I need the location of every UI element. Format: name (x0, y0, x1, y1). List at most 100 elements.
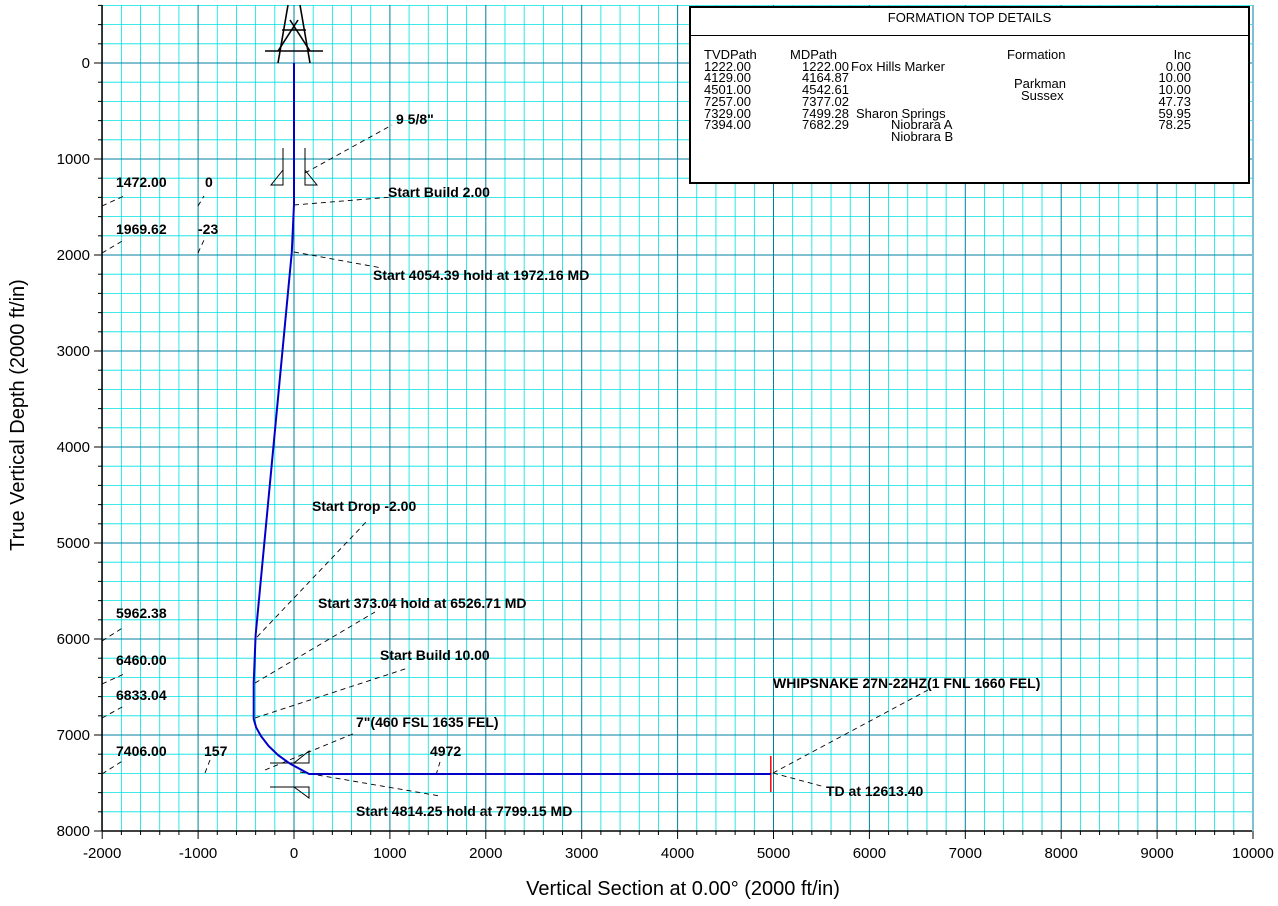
annotation-leader (101, 195, 125, 207)
table-cell-formation: Sussex (1021, 87, 1064, 103)
point-label-tvd: 7406.00 (116, 743, 167, 759)
table-cell-formation: Sharon Springs (856, 105, 946, 121)
table-cell-md: 1222.00 (802, 58, 849, 74)
table-header: Formation (1007, 47, 1066, 62)
annotation-leader (304, 124, 393, 174)
x-tick-label: 2000 (469, 845, 502, 862)
table-cell-tvd: 4129.00 (704, 70, 751, 86)
point-label-tvd: 1472.00 (116, 174, 167, 190)
annotation-labels: 9 5/8" Start Build 2.00 Start 4054.39 hold… (116, 111, 1040, 819)
derrick-brace (289, 19, 311, 52)
annotation-leader (101, 759, 125, 775)
annotation-label: Start Drop -2.00 (312, 498, 416, 514)
table-cell-md: 4164.87 (802, 70, 849, 86)
casing-shoe (292, 786, 310, 799)
x-tick-label: 7000 (949, 845, 982, 862)
annotation-leader (197, 195, 205, 207)
point-label-tvd: 1969.62 (116, 221, 167, 237)
annotation-label: Start Build 10.00 (380, 647, 490, 663)
y-tick-label: 2000 (57, 247, 90, 264)
annotation-leader (101, 705, 125, 719)
annotation-label: WHIPSNAKE 27N-22HZ(1 FNL 1660 FEL) (773, 675, 1040, 691)
y-tick-label: 4000 (57, 439, 90, 456)
y-axis-label: True Vertical Depth (2000 ft/in) (7, 279, 29, 551)
casing-shoe (269, 168, 284, 186)
table-cell-tvd: 7257.00 (704, 93, 751, 109)
x-tick-label: -2000 (83, 845, 121, 862)
y-tick-label: 3000 (57, 343, 90, 360)
table-cell-md: 7377.02 (802, 93, 849, 109)
table-header: Inc (1173, 47, 1191, 62)
table-cell-tvd: 7329.00 (704, 105, 751, 121)
annotation-leader (299, 771, 441, 797)
table-cell-tvd: 4501.00 (704, 82, 751, 98)
annotation-leader (435, 761, 441, 776)
x-tick-label: 6000 (853, 845, 886, 862)
table-cell-inc: 10.00 (1158, 70, 1191, 86)
table-cell-tvd: 7394.00 (704, 117, 751, 133)
x-tick-label: 8000 (1045, 845, 1078, 862)
x-tick-label: 4000 (661, 845, 694, 862)
annotation-leaders (101, 124, 929, 797)
formation-table-title: FORMATION TOP DETAILS (887, 10, 1052, 25)
point-label-vs: 4972 (430, 743, 461, 759)
annotation-leader (101, 626, 125, 642)
annotation-leader (264, 732, 356, 771)
derrick-icon (265, 4, 323, 64)
annotation-leader (197, 239, 205, 254)
annotation-leader (101, 673, 125, 685)
tick-labels: -2000 -1000 0 1000 2000 3000 4000 5000 6000 7000 8… (57, 55, 1274, 862)
annotation-label: Start 4054.39 hold at 1972.16 MD (373, 267, 589, 283)
casing-markers (269, 148, 772, 799)
annotation-label: Start 4814.25 hold at 7799.15 MD (356, 803, 572, 819)
annotation-leader (293, 196, 393, 206)
annotation-leader (101, 239, 125, 254)
y-tick-label: 7000 (57, 727, 90, 744)
derrick-leg (277, 4, 289, 64)
annotation-label: Start 373.04 hold at 6526.71 MD (318, 595, 527, 611)
y-tick-label: 8000 (57, 823, 90, 840)
table-cell-inc: 47.73 (1158, 93, 1191, 109)
casing-shoe (292, 749, 310, 764)
y-tick-label: 6000 (57, 631, 90, 648)
derrick-leg (299, 4, 311, 64)
table-cell-inc: 0.00 (1165, 58, 1191, 74)
casing-shoe (304, 168, 319, 186)
annotation-leader (293, 251, 383, 269)
x-tick-label: -1000 (179, 845, 217, 862)
y-tick-label: 5000 (57, 535, 90, 552)
table-cell-inc: 10.00 (1158, 82, 1191, 98)
y-tick-label: 0 (82, 55, 90, 72)
annotation-leader (772, 689, 929, 774)
axes (94, 4, 1254, 839)
table-cell-formation: Niobrara A (891, 117, 953, 133)
point-label-vs: 157 (204, 743, 228, 759)
table-cell-formation: Parkman (1014, 76, 1067, 91)
point-label-vs: 0 (205, 174, 213, 190)
formation-table-divider (691, 35, 1248, 36)
point-label-vs: -23 (198, 221, 218, 237)
table-cell-inc: 59.95 (1158, 105, 1191, 121)
annotation-label: 7"(460 FSL 1635 FEL) (356, 714, 499, 730)
table-cell-md: 4542.61 (802, 82, 849, 98)
x-tick-label: 3000 (565, 845, 598, 862)
annotation-leader (204, 759, 211, 774)
x-tick-label: 9000 (1140, 845, 1173, 862)
annotation-label: Start Build 2.00 (388, 184, 490, 200)
x-tick-label: 5000 (757, 845, 790, 862)
annotation-label: 9 5/8" (396, 111, 434, 127)
annotation-label: TD at 12613.40 (826, 783, 923, 799)
point-label-tvd: 6460.00 (116, 652, 167, 668)
x-tick-label: 1000 (373, 845, 406, 862)
derrick-brace (277, 19, 299, 52)
y-tick-label: 1000 (57, 151, 90, 168)
formation-top-details-table: FORMATION TOP DETAILS TVDPath MDPath Forma… (689, 6, 1250, 184)
table-cell-inc: 78.25 (1158, 117, 1191, 133)
table-header: TVDPath (704, 47, 757, 62)
wellpath-line (252, 63, 771, 775)
point-label-tvd: 6833.04 (116, 687, 167, 703)
table-cell-md: 7499.28 (802, 105, 849, 121)
table-header: MDPath (790, 47, 837, 62)
wellpath (252, 63, 771, 775)
table-cell-md: 7682.29 (802, 117, 849, 133)
